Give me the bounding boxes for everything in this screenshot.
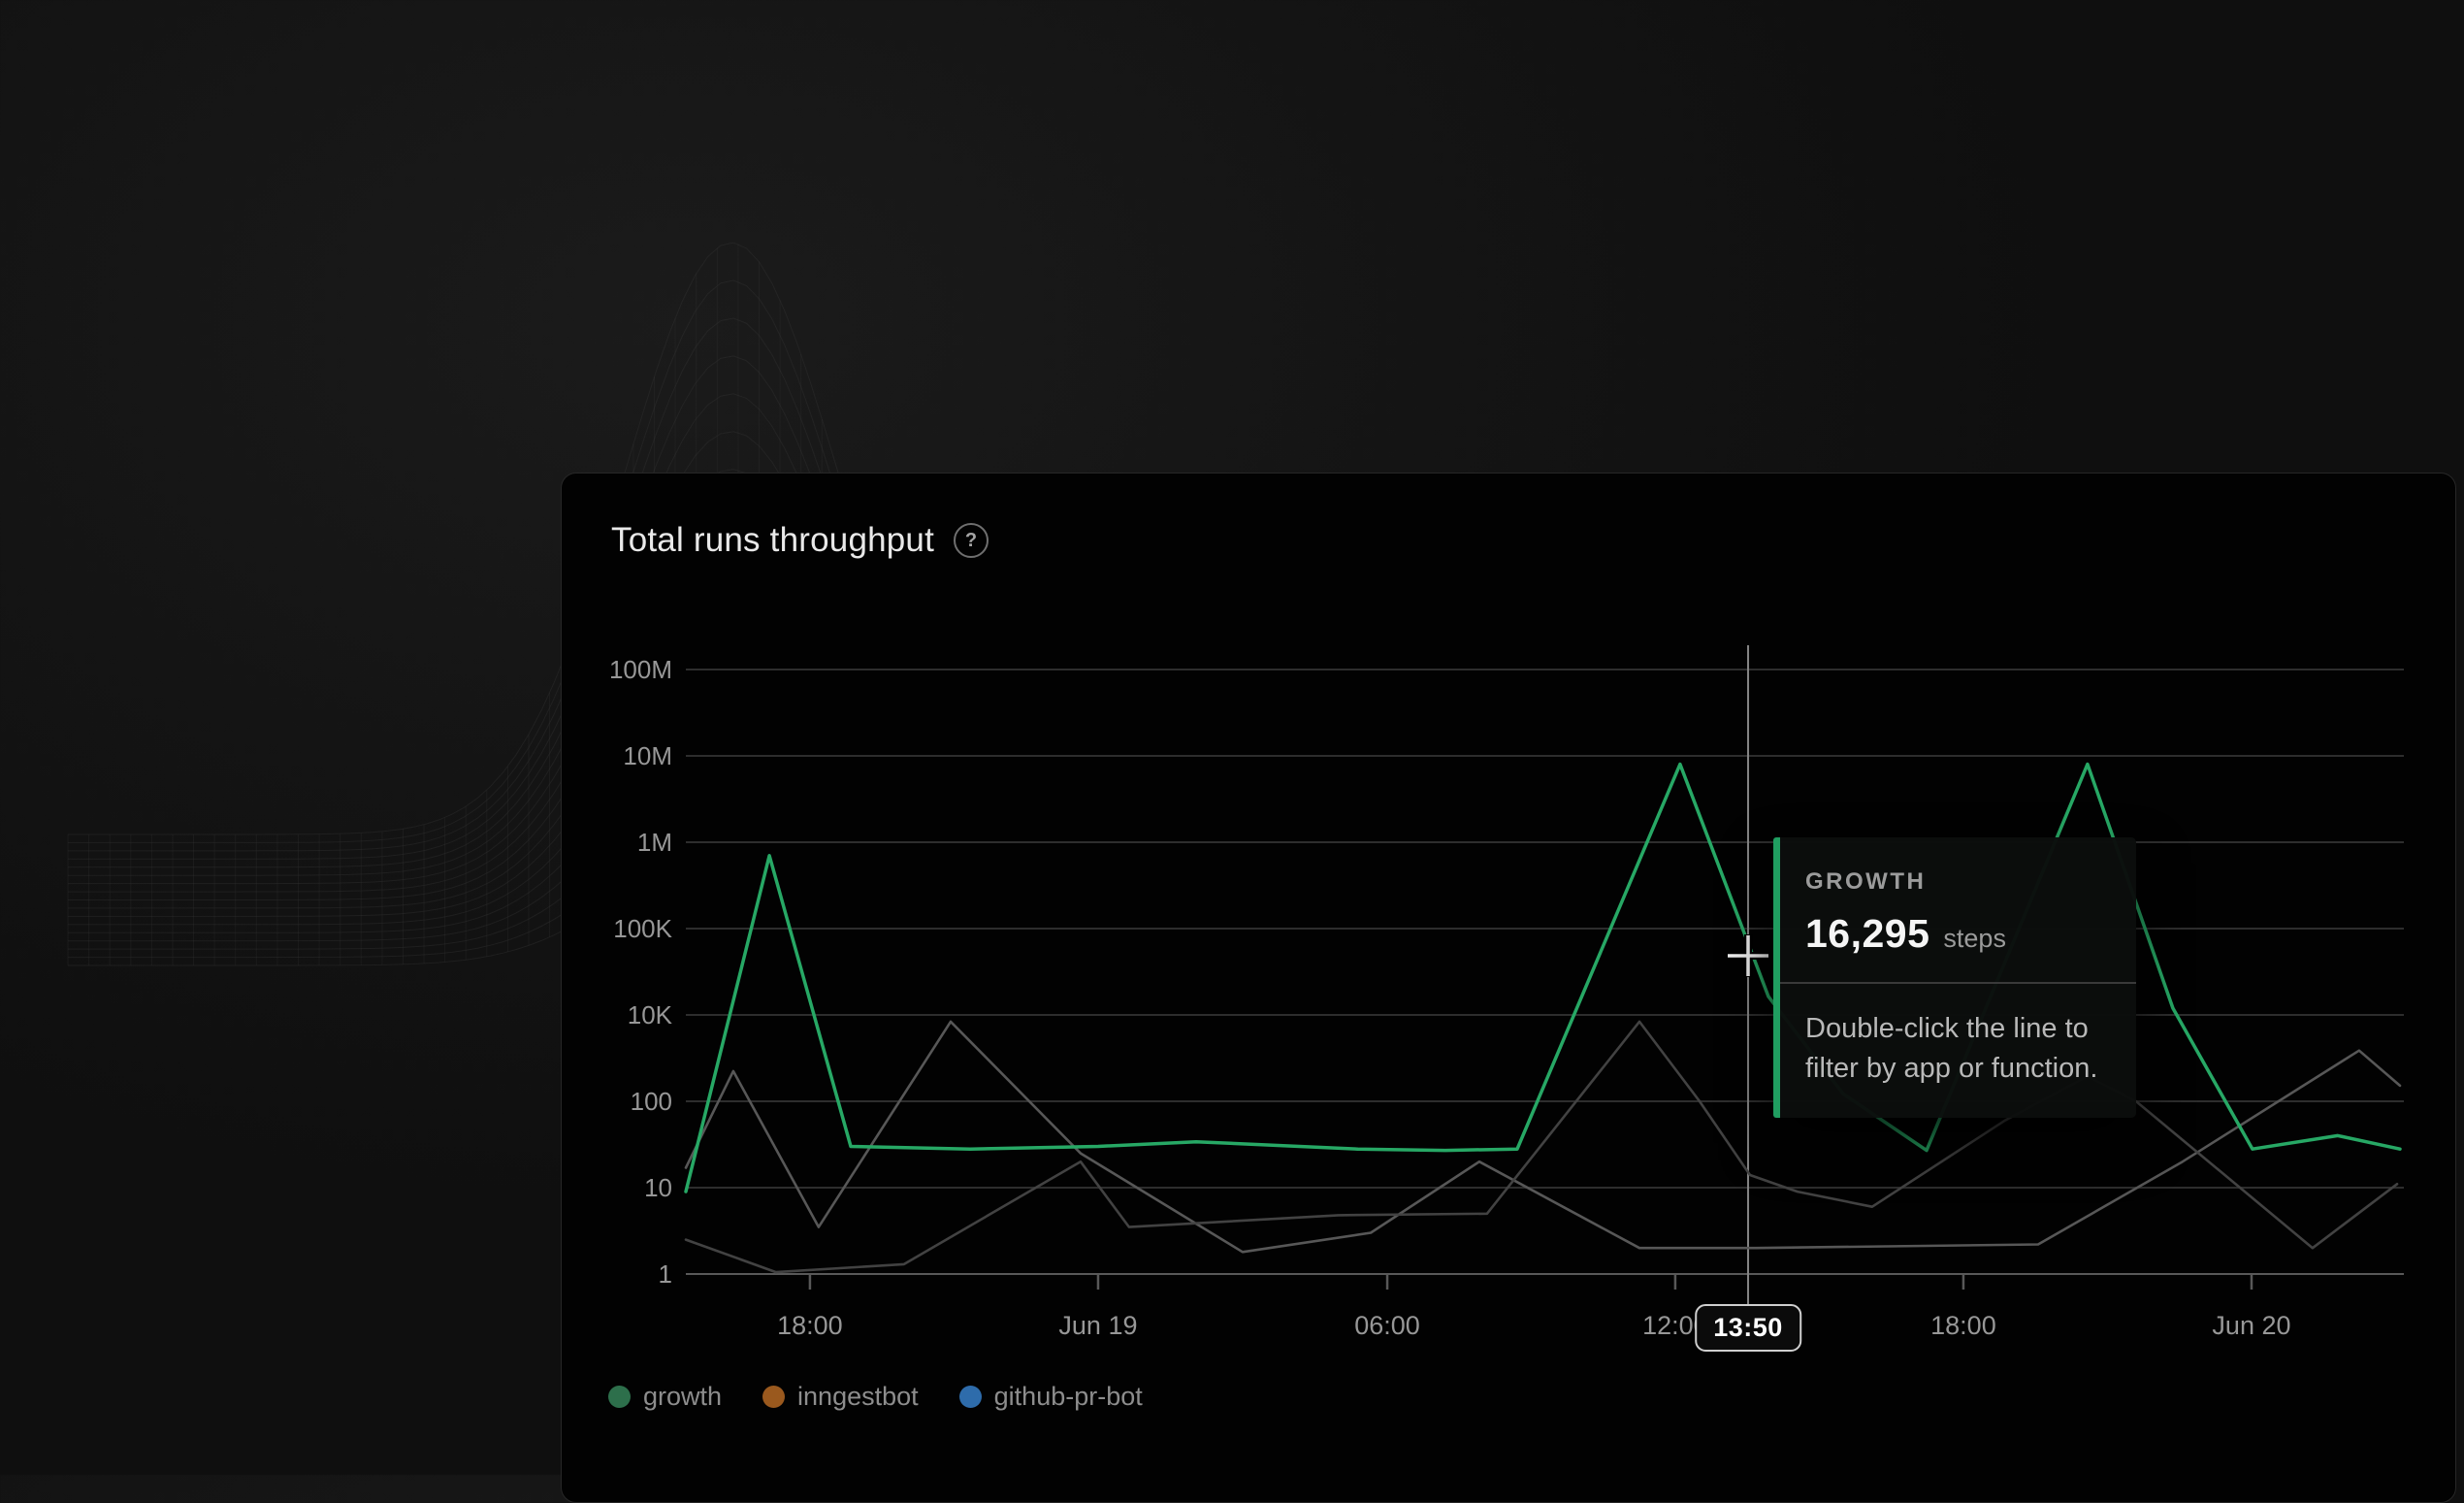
- chart-tooltip: GROWTH 16,295 steps Double-click the lin…: [1773, 837, 2136, 1119]
- chart-title: Total runs throughput: [611, 521, 935, 559]
- legend-label: growth: [643, 1382, 723, 1411]
- x-tick-label-06:00: 06:00: [1354, 1311, 1420, 1340]
- help-icon-glyph: ?: [964, 529, 978, 551]
- tooltip-header: GROWTH 16,295 steps: [1780, 837, 2136, 982]
- x-tick-label-18:00: 18:00: [777, 1311, 843, 1340]
- mesh-curve: [68, 242, 990, 835]
- legend-item-inngestbot[interactable]: inngestbot: [762, 1382, 919, 1412]
- series-line-inngestbot[interactable]: [684, 1020, 2402, 1254]
- mouse-cursor-crosshair: [1727, 934, 1770, 977]
- y-tick-label-100M: 100M: [608, 655, 672, 684]
- hovered-time-badge: 13:50: [1695, 1304, 1801, 1352]
- y-tick-label-10M: 10M: [623, 741, 672, 770]
- x-tick-label-Jun 20: Jun 20: [2212, 1311, 2291, 1340]
- y-tick-label-100: 100: [630, 1087, 672, 1116]
- x-tick-label-Jun 19: Jun 19: [1058, 1311, 1138, 1340]
- legend-item-growth[interactable]: growth: [608, 1382, 722, 1412]
- x-tick-label-18:00: 18:00: [1930, 1311, 1996, 1340]
- legend-dot-growth: [608, 1386, 631, 1408]
- tooltip-value-row: 16,295 steps: [1805, 911, 2111, 957]
- tooltip-value: 16,295: [1805, 911, 1930, 956]
- tooltip-divider: [1780, 982, 2136, 984]
- y-tick-label-1M: 1M: [636, 828, 672, 857]
- legend-dot-github-pr-bot: [958, 1386, 982, 1408]
- chart-legend: growth inngestbot github-pr-bot: [608, 1382, 1143, 1412]
- legend-item-github-pr-bot[interactable]: github-pr-bot: [958, 1382, 1143, 1412]
- tooltip-unit: steps: [1943, 924, 2006, 953]
- series-line-growth[interactable]: [684, 762, 2402, 1193]
- y-tick-label-10K: 10K: [627, 1000, 672, 1029]
- legend-dot-inngestbot: [762, 1386, 786, 1408]
- card-header: Total runs throughput ?: [611, 521, 989, 560]
- y-tick-label-10: 10: [644, 1173, 672, 1202]
- tooltip-hint: Double-click the line to filter by app o…: [1805, 1013, 2098, 1085]
- legend-label: inngestbot: [797, 1382, 919, 1411]
- legend-label: github-pr-bot: [993, 1382, 1143, 1411]
- tooltip-series-name: GROWTH: [1805, 868, 1927, 895]
- chart-card: [561, 473, 2456, 1503]
- y-tick-label-1: 1: [658, 1259, 672, 1289]
- y-tick-label-100K: 100K: [613, 914, 672, 943]
- help-icon[interactable]: ?: [954, 523, 989, 558]
